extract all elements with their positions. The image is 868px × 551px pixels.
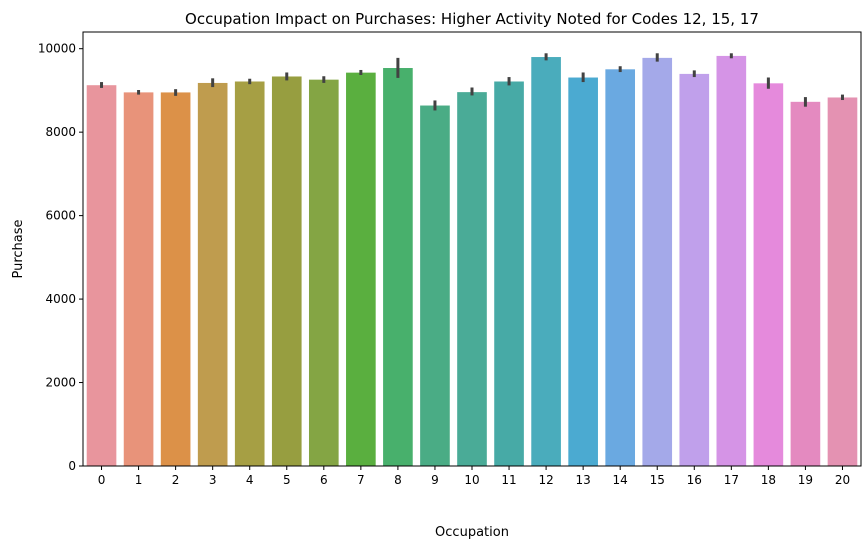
bar-occupation-19 <box>790 101 821 466</box>
x-tick-label: 10 <box>464 473 479 487</box>
y-axis: 0 2000 4000 6000 8000 10000 <box>38 42 83 473</box>
x-tick-label: 4 <box>246 473 254 487</box>
bar-occupation-4 <box>234 81 265 467</box>
chart-title: Occupation Impact on Purchases: Higher A… <box>185 10 759 28</box>
x-tick-label: 12 <box>538 473 553 487</box>
y-tick-label: 2000 <box>45 376 76 390</box>
y-tick-label: 10000 <box>38 42 76 56</box>
bar-occupation-7 <box>346 72 376 467</box>
x-tick-label: 15 <box>650 473 665 487</box>
bar-occupation-17 <box>716 55 747 466</box>
plot-frame <box>82 31 862 467</box>
bar-occupation-15 <box>642 57 673 466</box>
bar-occupation-9 <box>420 105 450 467</box>
y-axis-label: Purchase <box>11 219 26 278</box>
bar-occupation-10 <box>457 92 487 467</box>
bar-occupation-0 <box>86 85 117 467</box>
x-tick-label: 5 <box>283 473 291 487</box>
x-axis-label: Occupation <box>435 525 509 540</box>
x-tick-label: 9 <box>431 473 439 487</box>
x-tick-label: 18 <box>761 473 776 487</box>
bar-occupation-20 <box>827 97 858 466</box>
y-tick-label: 0 <box>68 459 76 473</box>
y-tick-label: 4000 <box>45 292 76 306</box>
x-tick-label: 2 <box>172 473 180 487</box>
x-tick-label: 8 <box>394 473 402 487</box>
x-tick-label: 20 <box>835 473 850 487</box>
bar-occupation-12 <box>531 57 561 467</box>
x-tick-label: 11 <box>501 473 516 487</box>
x-tick-label: 0 <box>98 473 106 487</box>
x-tick-label: 16 <box>687 473 702 487</box>
bar-occupation-2 <box>160 92 191 467</box>
x-tick-label: 3 <box>209 473 217 487</box>
bar-occupation-18 <box>753 83 784 466</box>
x-tick-label: 13 <box>576 473 591 487</box>
error-bars-group <box>100 53 844 111</box>
bar-occupation-11 <box>494 81 524 467</box>
x-tick-label: 19 <box>798 473 813 487</box>
x-tick-label: 17 <box>724 473 739 487</box>
y-tick-label: 6000 <box>45 209 76 223</box>
bar-occupation-14 <box>605 69 636 466</box>
bar-occupation-1 <box>123 92 154 466</box>
bars-group <box>86 55 858 467</box>
bar-occupation-5 <box>271 76 302 467</box>
x-tick-label: 6 <box>320 473 328 487</box>
x-tick-label: 14 <box>613 473 628 487</box>
bar-occupation-3 <box>197 82 228 466</box>
y-tick-label: 8000 <box>45 125 76 139</box>
x-tick-label: 7 <box>357 473 365 487</box>
x-tick-label: 1 <box>135 473 143 487</box>
bar-occupation-8 <box>383 68 413 466</box>
bar-occupation-13 <box>568 77 598 467</box>
bar-occupation-16 <box>679 73 710 466</box>
x-axis: 0 1 2 3 4 5 6 7 8 9 10 11 12 13 14 15 16 17 18 19 20 <box>98 466 850 487</box>
bar-occupation-6 <box>308 79 339 466</box>
